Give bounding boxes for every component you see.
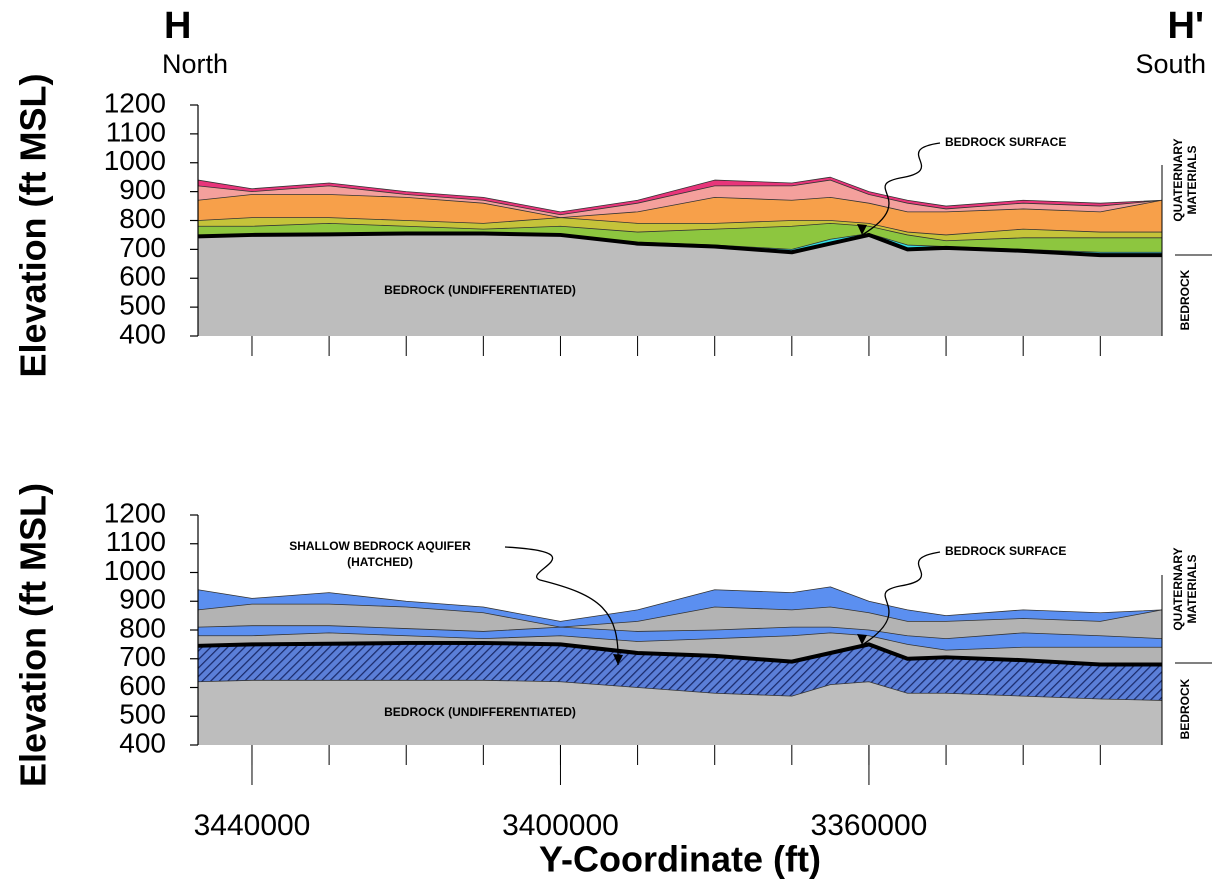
section-end-direction: South	[1135, 49, 1206, 79]
annotation: BEDROCK (UNDIFFERENTIATED)	[384, 283, 576, 297]
annotation: BEDROCK SURFACE	[945, 544, 1066, 558]
annotation: SHALLOW BEDROCK AQUIFER	[289, 539, 471, 553]
annotation: BEDROCK (UNDIFFERENTIATED)	[384, 705, 576, 719]
y-tick-label: 400	[119, 318, 166, 349]
cross-section-figure: 400500600700800900100011001200Elevation …	[0, 0, 1216, 889]
y-axis-label: Elevation (ft MSL)	[13, 74, 54, 378]
y-tick-label: 900	[119, 584, 166, 615]
y-tick-label: 1200	[104, 87, 166, 118]
y-tick-label: 700	[119, 641, 166, 672]
y-tick-label: 1100	[106, 526, 166, 557]
section-start-label: H	[164, 5, 191, 47]
y-axis-label: Elevation (ft MSL)	[13, 483, 54, 787]
side-label: QUATERNARY	[1171, 547, 1185, 630]
section-start-direction: North	[162, 49, 228, 79]
side-label: BEDROCK	[1178, 269, 1192, 330]
y-tick-label: 400	[119, 727, 166, 758]
y-tick-label: 600	[119, 670, 166, 701]
y-tick-label: 500	[119, 699, 166, 730]
y-tick-label: 500	[119, 290, 166, 321]
side-label: QUATERNARY	[1171, 138, 1185, 221]
x-tick-label: 3360000	[811, 809, 928, 842]
y-tick-label: 1000	[104, 555, 166, 586]
x-axis-label: Y-Coordinate (ft)	[539, 839, 821, 880]
x-tick-label: 3440000	[194, 809, 311, 842]
side-label: MATERIALS	[1185, 145, 1199, 214]
y-tick-label: 900	[119, 174, 166, 205]
y-tick-label: 1000	[104, 145, 166, 176]
y-tick-label: 1200	[104, 497, 166, 528]
y-tick-label: 800	[119, 612, 166, 643]
x-tick-label: 3400000	[502, 809, 619, 842]
annotation: (HATCHED)	[347, 555, 413, 569]
annotation: BEDROCK SURFACE	[945, 135, 1066, 149]
section-end-label: H'	[1168, 5, 1204, 47]
y-tick-label: 600	[119, 261, 166, 292]
y-tick-label: 800	[119, 203, 166, 234]
y-tick-label: 1100	[106, 116, 166, 147]
y-tick-label: 700	[119, 232, 166, 263]
side-label: BEDROCK	[1178, 678, 1192, 739]
side-label: MATERIALS	[1185, 554, 1199, 623]
